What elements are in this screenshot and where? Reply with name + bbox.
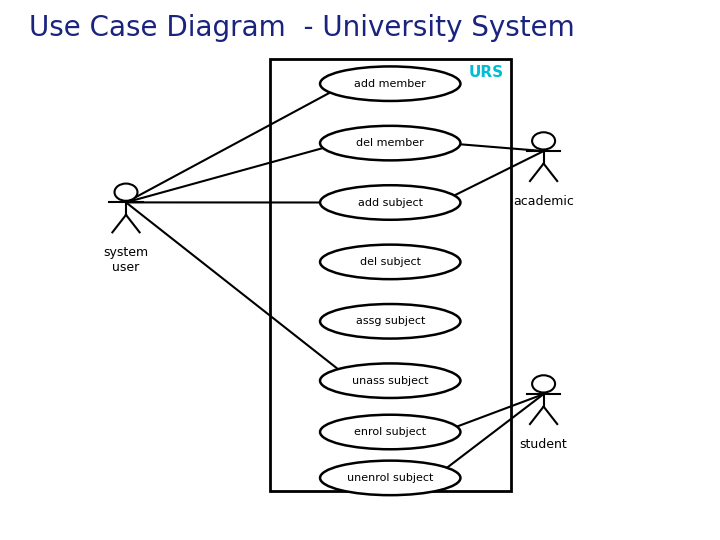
Text: assg subject: assg subject xyxy=(356,316,425,326)
Ellipse shape xyxy=(320,185,461,220)
Ellipse shape xyxy=(320,66,461,101)
Text: unass subject: unass subject xyxy=(352,376,428,386)
Text: del subject: del subject xyxy=(360,257,420,267)
Text: academic: academic xyxy=(513,194,574,207)
Circle shape xyxy=(114,184,138,201)
Text: Use Case Diagram  - University System: Use Case Diagram - University System xyxy=(29,14,575,42)
Bar xyxy=(270,59,511,491)
Text: system
user: system user xyxy=(104,246,148,274)
Ellipse shape xyxy=(320,126,461,160)
Text: del member: del member xyxy=(356,138,424,148)
Text: unenrol subject: unenrol subject xyxy=(347,473,433,483)
Ellipse shape xyxy=(320,415,461,449)
Ellipse shape xyxy=(320,304,461,339)
Ellipse shape xyxy=(320,461,461,495)
Text: add subject: add subject xyxy=(358,198,423,207)
Ellipse shape xyxy=(320,363,461,398)
Text: URS: URS xyxy=(469,65,504,80)
Circle shape xyxy=(532,375,555,393)
Text: add member: add member xyxy=(354,79,426,89)
Circle shape xyxy=(532,132,555,150)
Text: student: student xyxy=(520,437,567,450)
Text: enrol subject: enrol subject xyxy=(354,427,426,437)
Ellipse shape xyxy=(320,245,461,279)
